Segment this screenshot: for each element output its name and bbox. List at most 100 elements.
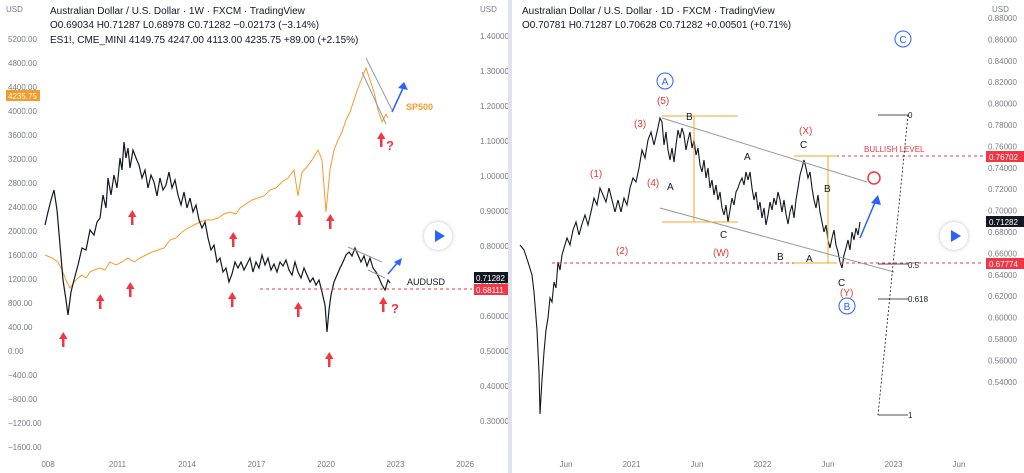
audusd-wedge-upper bbox=[347, 246, 383, 263]
left-ohlc-readout: O0.69034 H0.71287 L0.68978 C0.71282 −0.0… bbox=[50, 20, 320, 31]
daily-tick-15: 0.58000 bbox=[988, 335, 1017, 344]
weekly-time-tick-4: 2020 bbox=[317, 460, 335, 469]
weekly-time-tick-0: 008 bbox=[41, 460, 55, 469]
fib-05-label: 0.5 bbox=[908, 261, 920, 270]
sp500-tick-9: 1600.00 bbox=[8, 251, 37, 260]
audusd-tick-1: 1.30000 bbox=[480, 67, 508, 76]
daily-tick-13: 0.62000 bbox=[988, 292, 1017, 301]
red-up-arrow-9 bbox=[326, 214, 335, 229]
audusd-level-badge: 0.68111 bbox=[476, 286, 504, 295]
red-up-arrow-7 bbox=[295, 210, 304, 225]
daily-tick-5: 0.78000 bbox=[988, 121, 1017, 130]
sp500-tick-8: 2000.00 bbox=[8, 227, 37, 236]
daily-time-tick-3: 2022 bbox=[754, 460, 772, 469]
sp500-tick-5: 3200.00 bbox=[8, 155, 37, 164]
fib-measure-orange bbox=[662, 115, 837, 264]
wave-5: (5) bbox=[657, 96, 669, 107]
daily-time-tick-0: Jun bbox=[560, 460, 573, 469]
daily-price-badge: 0.71282 bbox=[989, 218, 1018, 227]
red-up-arrow-5 bbox=[229, 232, 238, 247]
sp500-tick-7: 2400.00 bbox=[8, 203, 37, 212]
audusd-tick-10: 0.40000 bbox=[480, 382, 508, 391]
weekly-chart-panel[interactable]: Australian Dollar / U.S. Dollar · 1W · F… bbox=[0, 0, 508, 473]
right-ohlc-readout: O0.70781 H0.71287 L0.70628 C0.71282 +0.0… bbox=[522, 20, 792, 31]
fib-0-label: 0 bbox=[908, 111, 913, 120]
audusd-bullish-arrow bbox=[387, 258, 402, 275]
audusd-tick-5: 0.90000 bbox=[480, 207, 508, 216]
es1-indicator-readout: ES1!, CME_MINI 4149.75 4247.00 4113.00 4… bbox=[50, 35, 359, 46]
wave-x: (X) bbox=[799, 126, 812, 137]
channel-lower-line bbox=[659, 207, 895, 273]
weekly-time-tick-6: 2026 bbox=[456, 460, 474, 469]
sp500-price-badge: 4235.75 bbox=[8, 92, 37, 101]
sp500-wedge-lower bbox=[361, 71, 387, 125]
support-badge-bg bbox=[986, 258, 1024, 269]
daily-tick-1: 0.86000 bbox=[988, 35, 1017, 44]
sp500-tick-2: 4400.00 bbox=[8, 83, 37, 92]
red-up-arrow-2 bbox=[126, 282, 135, 297]
sp500-tick-15: −800.00 bbox=[8, 395, 38, 404]
sp500-tick-16: −1200.00 bbox=[8, 419, 42, 428]
daily-time-axis: Jun 2021 Jun 2022 Jun 2023 Jun bbox=[560, 460, 966, 469]
audusd-tick-11: 0.30000 bbox=[480, 417, 508, 426]
audusd-weekly-series-line bbox=[44, 141, 391, 333]
left-chart-title: Australian Dollar / U.S. Dollar · 1W · F… bbox=[50, 6, 305, 17]
audusd-price-badge: 0.71282 bbox=[476, 274, 505, 283]
red-low-arrows bbox=[59, 132, 388, 367]
weekly-time-axis: 008 2011 2014 2017 2020 2023 2026 bbox=[41, 460, 474, 469]
sp500-tick-11: 800.00 bbox=[8, 299, 33, 308]
daily-tick-10: 0.68000 bbox=[988, 228, 1017, 237]
daily-tick-0: 0.88000 bbox=[988, 14, 1017, 23]
price-badge-bg bbox=[474, 272, 508, 283]
daily-time-tick-2: Jun bbox=[691, 460, 704, 469]
sp500-price-badge-bg bbox=[6, 90, 40, 101]
wave-b-2: B bbox=[824, 184, 831, 195]
left-replay-button[interactable] bbox=[424, 222, 452, 250]
wave-b-circle: B bbox=[844, 302, 851, 313]
wave-c-3: C bbox=[838, 278, 845, 289]
weekly-time-tick-3: 2017 bbox=[248, 460, 266, 469]
support-badge: 0.67774 bbox=[989, 260, 1018, 269]
daily-tick-9: 0.70000 bbox=[988, 207, 1017, 216]
red-up-arrow-11 bbox=[379, 297, 388, 312]
audusd-tick-9: 0.50000 bbox=[480, 347, 508, 356]
red-up-arrow-3 bbox=[128, 210, 137, 225]
red-up-arrow-1 bbox=[96, 294, 105, 309]
audusd-wedge-lower bbox=[367, 269, 386, 279]
daily-tick-14: 0.60000 bbox=[988, 314, 1017, 323]
sp500-tick-13: 0.00 bbox=[8, 347, 24, 356]
wave-b-1: B bbox=[686, 112, 693, 123]
daily-tick-8: 0.72000 bbox=[988, 185, 1017, 194]
daily-tick-3: 0.82000 bbox=[988, 78, 1017, 87]
right-chart-title: Australian Dollar / U.S. Dollar · 1D · F… bbox=[522, 6, 775, 17]
sp500-series-line bbox=[44, 66, 389, 289]
audusd-tick-4: 1.00000 bbox=[480, 172, 508, 181]
fib-0618-label: 0.618 bbox=[908, 295, 929, 304]
daily-chart-panel[interactable]: Australian Dollar / U.S. Dollar · 1D · F… bbox=[512, 0, 1024, 473]
panel-divider[interactable] bbox=[508, 0, 512, 473]
weekly-time-tick-2: 2014 bbox=[178, 460, 196, 469]
audusd-tick-2: 1.20000 bbox=[480, 102, 508, 111]
wave-y: (Y) bbox=[840, 288, 853, 299]
right-replay-button[interactable] bbox=[940, 222, 968, 250]
level-badge-bg bbox=[474, 284, 508, 295]
daily-tick-4: 0.80000 bbox=[988, 100, 1017, 109]
wave-a-1: A bbox=[667, 182, 674, 193]
daily-time-tick-5: 2023 bbox=[885, 460, 903, 469]
audusd-axis-ticks: 1.40000 1.30000 1.20000 1.10000 1.00000 0.900… bbox=[480, 32, 508, 426]
channel-upper-line bbox=[661, 117, 868, 183]
daily-tick-7: 0.74000 bbox=[988, 164, 1017, 173]
sp500-tick-14: −400.00 bbox=[8, 371, 38, 380]
fib-1-label: 1 bbox=[908, 411, 913, 420]
audusd-tick-0: 1.40000 bbox=[480, 32, 508, 41]
red-up-arrow-8 bbox=[325, 352, 334, 367]
weekly-chart-canvas[interactable]: USD USD 5200.00 4800.00 4400.00 4000.00 3600… bbox=[0, 0, 508, 473]
sp500-tick-12: 400.00 bbox=[8, 323, 33, 332]
daily-tick-16: 0.56000 bbox=[988, 356, 1017, 365]
wave-c-circle: C bbox=[899, 35, 906, 46]
wave-w: (W) bbox=[713, 248, 729, 259]
target-circle bbox=[867, 171, 881, 185]
wave-labels: A C B (5) (3) (1) (4) (2) (X) (W) (Y) B … bbox=[590, 30, 912, 315]
right-axis-unit-left: USD bbox=[480, 5, 497, 14]
daily-chart-canvas[interactable]: USD 0.880000.860000.840000.820000.800000… bbox=[512, 0, 1024, 473]
